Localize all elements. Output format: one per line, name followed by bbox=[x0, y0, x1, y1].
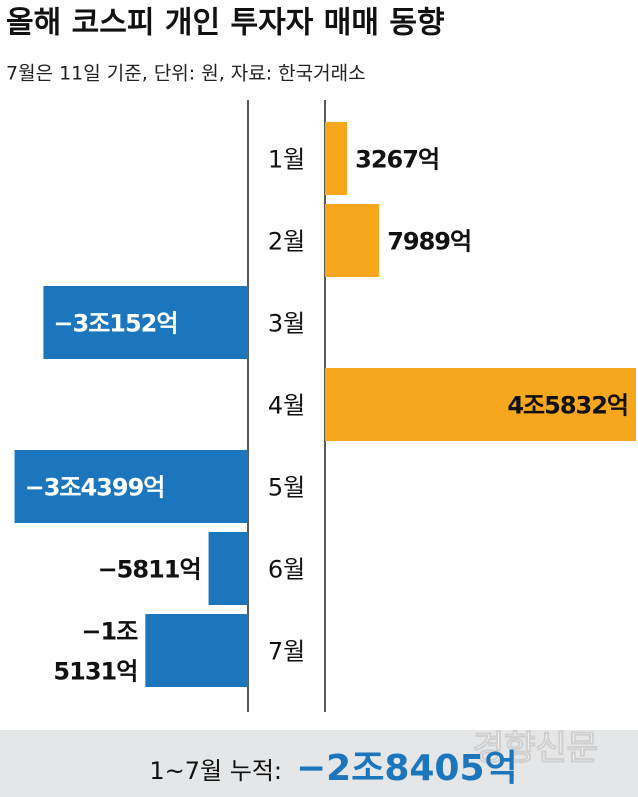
value-label: 4조5832억 bbox=[507, 392, 628, 420]
value-label: −3조4399억 bbox=[25, 474, 165, 502]
bar bbox=[325, 204, 380, 277]
chart-title: 올해 코스피 개인 투자자 매매 동향 bbox=[6, 6, 445, 41]
bar bbox=[43, 286, 249, 359]
value-label-line: 5131억 bbox=[53, 658, 137, 686]
value-label: 3267억 bbox=[355, 146, 439, 174]
bar bbox=[325, 122, 348, 195]
footer-band bbox=[0, 730, 638, 797]
value-label: −1조 5131억 bbox=[53, 618, 138, 686]
total-value: −2조8405억 bbox=[296, 748, 518, 789]
category-label: 6월 bbox=[268, 556, 305, 584]
bar bbox=[208, 532, 248, 605]
total-label: 1~7월 누적: bbox=[149, 757, 282, 785]
value-label-line: −1조 bbox=[81, 618, 138, 646]
category-label: 3월 bbox=[268, 310, 305, 338]
category-label: 7월 bbox=[268, 638, 305, 666]
category-label: 5월 bbox=[268, 474, 305, 502]
category-label: 1월 bbox=[268, 146, 305, 174]
value-label: 7989억 bbox=[387, 228, 471, 256]
category-label: 4월 bbox=[268, 392, 305, 420]
bar bbox=[325, 368, 636, 441]
value-label: −5811억 bbox=[98, 556, 201, 584]
bar bbox=[145, 614, 248, 687]
watermark: 경향신문 bbox=[473, 729, 598, 769]
value-label: −3조152억 bbox=[53, 310, 177, 338]
chart-subtitle: 7월은 11일 기준, 단위: 원, 자료: 한국거래소 bbox=[6, 63, 366, 85]
bar bbox=[14, 450, 249, 523]
category-label: 2월 bbox=[268, 228, 305, 256]
